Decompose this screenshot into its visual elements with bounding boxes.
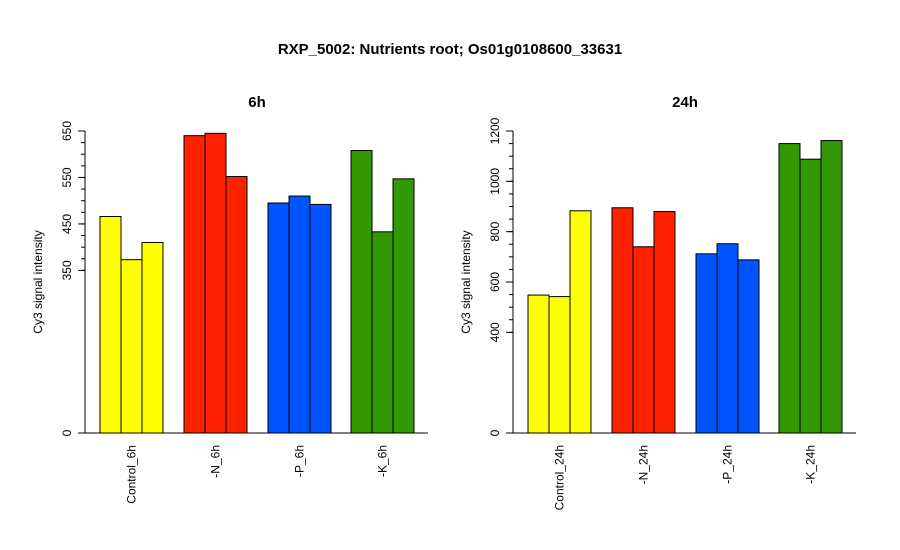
chart-title: RXP_5002: Nutrients root; Os01g0108600_3…: [278, 41, 622, 58]
bar: [183, 135, 206, 434]
bar: [778, 143, 801, 434]
bar: [141, 242, 164, 434]
bar: [799, 158, 822, 434]
y-tick-label: 800: [488, 221, 502, 241]
bar: [569, 210, 592, 434]
bar: [548, 296, 571, 434]
y-axis-label: Cy3 signal intensity: [459, 230, 473, 333]
bar: [632, 246, 655, 434]
bar: [653, 211, 676, 434]
bar: [288, 195, 311, 434]
panel-title: 6h: [248, 94, 266, 111]
y-tick-label: 600: [488, 272, 502, 292]
x-tick-label: Control_6h: [125, 445, 139, 504]
x-tick-label: -N_6h: [209, 445, 223, 478]
y-tick-label: 0: [488, 429, 502, 436]
bar: [527, 294, 550, 434]
y-axis-label: Cy3 signal intensity: [31, 230, 45, 333]
bar: [371, 231, 394, 434]
bar: [820, 140, 843, 434]
bar: [392, 178, 415, 434]
y-tick-label: 1200: [488, 117, 502, 144]
panel-title: 24h: [672, 94, 698, 111]
bar: [716, 243, 739, 434]
y-tick-label: 1000: [488, 168, 502, 195]
x-tick-label: -P_6h: [293, 445, 307, 477]
bar: [204, 132, 227, 434]
x-tick-label: -K_24h: [804, 445, 818, 484]
y-tick-label: 650: [60, 121, 74, 141]
y-tick-label: 400: [488, 322, 502, 342]
bar: [350, 150, 373, 434]
bar: [309, 203, 332, 434]
bar: [737, 259, 760, 434]
bar: [611, 207, 634, 434]
bar: [695, 253, 718, 434]
panel-24h: 24h 0 400 600 800 1000 1200 Cy3 signal intensit…: [459, 94, 856, 510]
panel-6h: 6h 0 350 450 550 650 Cy3 signal intensity Contr…: [31, 94, 428, 504]
bar: [99, 215, 122, 434]
bar: [267, 202, 290, 434]
y-tick-label: 0: [60, 429, 74, 436]
x-tick-label: -K_6h: [376, 445, 390, 477]
y-tick-label: 450: [60, 214, 74, 234]
bar: [225, 176, 248, 434]
x-tick-label: -P_24h: [721, 445, 735, 484]
y-tick-label: 350: [60, 260, 74, 280]
x-tick-label: -N_24h: [637, 445, 651, 484]
x-tick-label: Control_24h: [553, 445, 567, 510]
bar: [120, 259, 143, 434]
y-tick-label: 550: [60, 167, 74, 187]
